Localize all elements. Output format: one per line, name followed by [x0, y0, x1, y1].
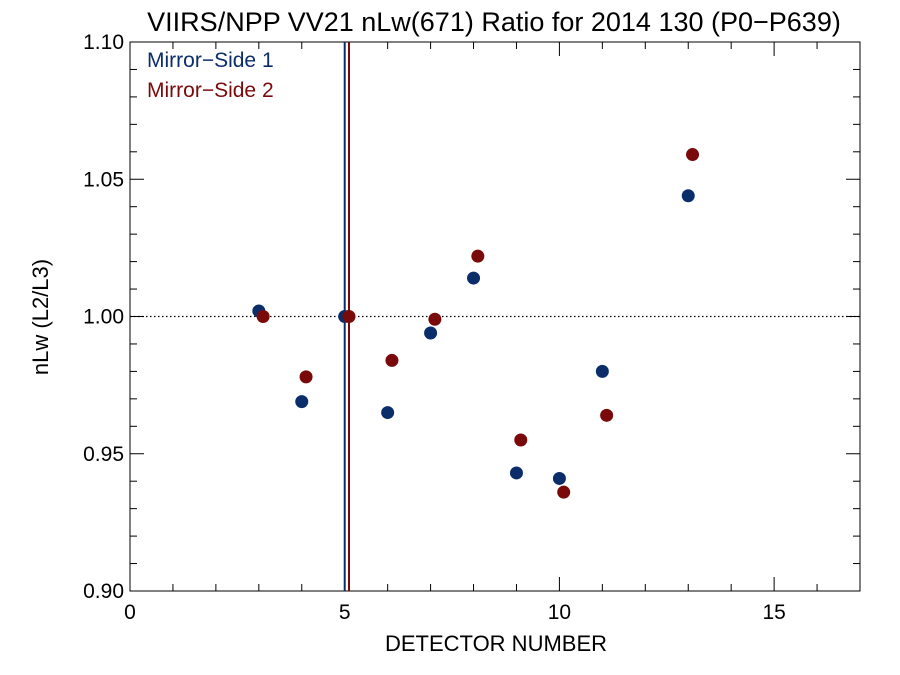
y-axis-label: nLw (L2/L3) — [28, 259, 53, 375]
data-point-mirror-side-1 — [424, 326, 438, 340]
x-tick-label: 15 — [762, 601, 785, 624]
x-axis-label: DETECTOR NUMBER — [385, 631, 607, 656]
y-tick-label: 0.90 — [83, 580, 124, 603]
legend: Mirror−Side 1 Mirror−Side 2 — [147, 49, 274, 102]
y-tick-label: 1.10 — [83, 31, 124, 54]
data-point-mirror-side-2 — [514, 433, 528, 447]
data-point-mirror-side-2 — [686, 148, 700, 162]
x-tick-label: 5 — [339, 601, 351, 624]
data-point-mirror-side-1 — [509, 466, 523, 480]
legend-entry-mirror-side-2: Mirror−Side 2 — [147, 79, 274, 102]
data-point-mirror-side-1 — [552, 471, 566, 485]
data-point-mirror-side-1 — [467, 271, 481, 285]
legend-entry-mirror-side-1: Mirror−Side 1 — [147, 49, 274, 72]
data-point-mirror-side-1 — [595, 364, 609, 378]
data-point-mirror-side-2 — [342, 310, 356, 323]
plot-area: 0 5 10 15 0.90 0.95 1.00 1.05 1.10 — [83, 31, 861, 624]
data-point-mirror-side-2 — [385, 353, 399, 367]
data-point-mirror-side-1 — [295, 395, 309, 409]
y-tick-label: 1.00 — [83, 306, 124, 329]
chart-title: VIIRS/NPP VV21 nLw(671) Ratio for 2014 1… — [147, 7, 841, 37]
data-point-mirror-side-1 — [681, 189, 695, 203]
x-tick-label: 10 — [548, 601, 571, 624]
y-tick-label: 1.05 — [83, 168, 124, 191]
data-point-mirror-side-2 — [256, 310, 270, 323]
y-tick-label: 0.95 — [83, 443, 124, 466]
data-point-mirror-side-2 — [428, 312, 442, 326]
data-point-mirror-side-2 — [471, 249, 485, 263]
data-point-mirror-side-2 — [600, 408, 614, 422]
data-point-mirror-side-2 — [557, 485, 571, 499]
data-point-mirror-side-2 — [299, 370, 313, 384]
data-point-mirror-side-1 — [381, 406, 395, 420]
x-tick-label: 0 — [124, 601, 136, 624]
